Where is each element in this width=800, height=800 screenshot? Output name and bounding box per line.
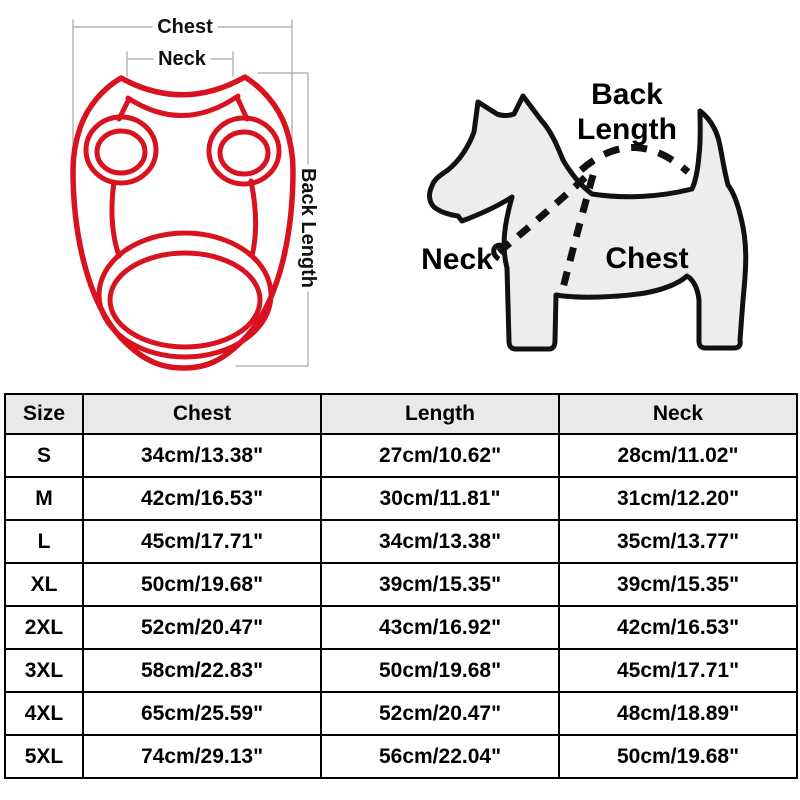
neck-cell: 42cm/16.53" [558, 605, 798, 650]
length-cell: 52cm/20.47" [320, 691, 560, 736]
length-cell: 43cm/16.92" [320, 605, 560, 650]
neck-dash-hook [491, 242, 505, 262]
garment-chest-label: Chest [154, 17, 216, 37]
length-cell: 34cm/13.38" [320, 519, 560, 564]
dog-chest-label: Chest [605, 242, 689, 275]
header-size: Size [4, 393, 84, 435]
neck-cell: 35cm/13.77" [558, 519, 798, 564]
dog-measurement-diagram [427, 93, 749, 352]
garment-back-length-label: Back Length [297, 164, 319, 292]
neck-cell: 48cm/18.89" [558, 691, 798, 736]
table-header-row: Size Chest Length Neck [4, 393, 798, 435]
neck-cell: 28cm/11.02" [558, 433, 798, 478]
armhole-left-inner [94, 128, 148, 176]
hem-opening-outer [96, 230, 274, 360]
neck-dash-line [496, 172, 591, 255]
table-row: S 34cm/13.38" 27cm/10.62" 28cm/11.02" [4, 433, 798, 478]
neck-cell: 31cm/12.20" [558, 476, 798, 521]
size-cell: S [4, 433, 84, 478]
size-cell: M [4, 476, 84, 521]
table-row: 2XL 52cm/20.47" 43cm/16.92" 42cm/16.53" [4, 605, 798, 650]
header-length: Length [320, 393, 560, 435]
table-row: 4XL 65cm/25.59" 52cm/20.47" 48cm/18.89" [4, 691, 798, 736]
hem-opening-inner [107, 250, 263, 350]
table-row: XL 50cm/19.68" 39cm/15.35" 39cm/15.35" [4, 562, 798, 607]
garment-collar-seam [125, 93, 241, 118]
chest-cell: 34cm/13.38" [82, 433, 322, 478]
chest-dimension-ticks [72, 19, 293, 158]
dog-measurement-dashes [491, 144, 691, 297]
neck-dimension-ticks [126, 51, 234, 77]
header-chest: Chest [82, 393, 322, 435]
size-cell: 2XL [4, 605, 84, 650]
neck-cell: 45cm/17.71" [558, 648, 798, 693]
garment-dimension-lines [72, 19, 309, 367]
length-cell: 39cm/15.35" [320, 562, 560, 607]
header-neck: Neck [558, 393, 798, 435]
chest-cell: 65cm/25.59" [82, 691, 322, 736]
chest-cell: 74cm/29.13" [82, 734, 322, 779]
garment-side-seams [109, 178, 259, 259]
chest-cell: 52cm/20.47" [82, 605, 322, 650]
table-row: 5XL 74cm/29.13" 56cm/22.04" 50cm/19.68" [4, 734, 798, 779]
table-row: M 42cm/16.53" 30cm/11.81" 31cm/12.20" [4, 476, 798, 521]
garment-outline [70, 74, 296, 371]
armhole-left-outer [83, 114, 159, 186]
length-cell: 27cm/10.62" [320, 433, 560, 478]
back-length-dimension-line [235, 72, 309, 367]
garment-body-outline [70, 74, 296, 371]
armhole-right-outer [206, 115, 282, 187]
size-chart-table: Size Chest Length Neck S 34cm/13.38" 27c… [4, 393, 798, 779]
back-length-dash-arc [578, 144, 691, 175]
size-cell: XL [4, 562, 84, 607]
chest-cell: 42cm/16.53" [82, 476, 322, 521]
dog-back-length-label: Back Length [577, 78, 677, 146]
dog-silhouette [427, 93, 749, 352]
length-cell: 30cm/11.81" [320, 476, 560, 521]
size-cell: 5XL [4, 734, 84, 779]
chest-cell: 50cm/19.68" [82, 562, 322, 607]
size-cell: L [4, 519, 84, 564]
garment-neck-label: Neck [155, 49, 209, 69]
armhole-right-inner [217, 129, 271, 177]
table-row: 3XL 58cm/22.83" 50cm/19.68" 45cm/17.71" [4, 648, 798, 693]
chest-cell: 58cm/22.83" [82, 648, 322, 693]
length-cell: 56cm/22.04" [320, 734, 560, 779]
size-cell: 3XL [4, 648, 84, 693]
chest-dash-line [557, 174, 597, 297]
length-cell: 50cm/19.68" [320, 648, 560, 693]
neck-cell: 39cm/15.35" [558, 562, 798, 607]
garment-flat-diagram [70, 19, 309, 371]
table-row: L 45cm/17.71" 34cm/13.38" 35cm/13.77" [4, 519, 798, 564]
dog-neck-label: Neck [421, 243, 493, 276]
chest-cell: 45cm/17.71" [82, 519, 322, 564]
size-cell: 4XL [4, 691, 84, 736]
neck-cell: 50cm/19.68" [558, 734, 798, 779]
